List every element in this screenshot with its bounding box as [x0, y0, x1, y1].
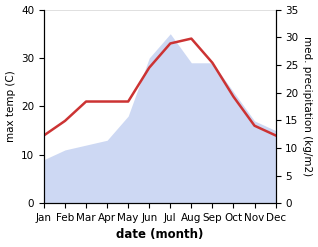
- X-axis label: date (month): date (month): [116, 228, 204, 242]
- Y-axis label: max temp (C): max temp (C): [5, 70, 16, 142]
- Y-axis label: med. precipitation (kg/m2): med. precipitation (kg/m2): [302, 36, 313, 176]
